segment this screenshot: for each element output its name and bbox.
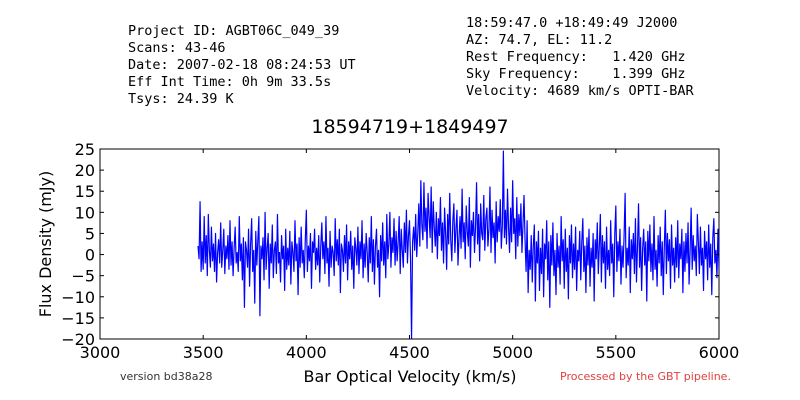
header-rest-frequency: Rest Frequency: 1.420 GHz (466, 49, 685, 65)
y-tick-label: −20 (61, 330, 95, 349)
header-left: Project ID: AGBT06C_049_39 Scans: 43-46 … (128, 23, 356, 107)
header-az-el: AZ: 74.7, EL: 11.2 (466, 32, 612, 48)
x-tick-label: 5500 (595, 343, 636, 362)
spectrum-series-line (197, 150, 719, 339)
header-scans: Scans: 43-46 (128, 40, 226, 56)
y-tick-label: −10 (61, 288, 95, 307)
y-tick-label: 25 (75, 140, 95, 159)
x-axis-ticks: 3000 3500 4000 4500 5000 5500 6000 (80, 149, 740, 362)
header-right: 18:59:47.0 +18:49:49 J2000 AZ: 74.7, EL:… (466, 15, 694, 99)
y-tick-label: 5 (85, 224, 95, 243)
footer-version: version bd38a28 (120, 370, 213, 383)
header-tsys: Tsys: 24.39 K (128, 91, 235, 107)
y-tick-label: 15 (75, 182, 95, 201)
header-project-id: Project ID: AGBT06C_049_39 (128, 23, 339, 39)
header-coordinates: 18:59:47.0 +18:49:49 J2000 (466, 15, 677, 31)
header-date: Date: 2007-02-18 08:24:53 UT (128, 57, 356, 73)
header-velocity: Velocity: 4689 km/s OPTI-BAR (466, 83, 694, 99)
x-tick-label: 4500 (389, 343, 430, 362)
y-tick-label: 0 (85, 246, 95, 265)
x-tick-label: 3500 (183, 343, 224, 362)
header-sky-frequency: Sky Frequency: 1.399 GHz (466, 66, 685, 82)
y-tick-label: −15 (61, 309, 95, 328)
y-axis-ticks: −20 −15 −10 −5 0 5 10 15 20 25 (61, 140, 719, 349)
x-tick-label: 6000 (699, 343, 740, 362)
chart-title: 18594719+1849497 (311, 116, 508, 138)
x-tick-label: 4000 (286, 343, 327, 362)
y-tick-label: 10 (75, 203, 95, 222)
y-tick-label: 20 (75, 161, 95, 180)
x-tick-label: 5000 (492, 343, 533, 362)
y-axis-label: Flux Density (mJy) (36, 171, 55, 318)
footer-processed: Processed by the GBT pipeline. (560, 370, 731, 383)
x-axis-label: Bar Optical Velocity (km/s) (304, 367, 517, 386)
x-tick-label: 3000 (80, 343, 121, 362)
y-tick-label: −5 (71, 267, 95, 286)
header-eff-int-time: Eff Int Time: 0h 9m 33.5s (128, 74, 331, 90)
